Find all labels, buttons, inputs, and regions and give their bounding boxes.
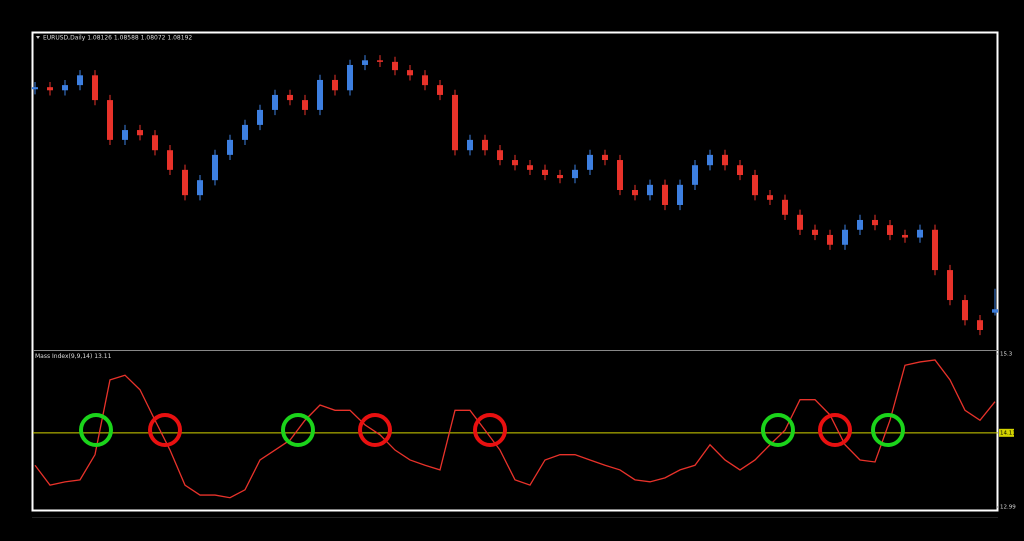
candle-body xyxy=(617,160,623,190)
candle-body xyxy=(467,139,473,151)
high-value: 1.08588 xyxy=(114,34,139,41)
indicator-title: Mass Index(9,9,14) xyxy=(35,353,92,360)
candle-body xyxy=(227,139,233,155)
candle-body xyxy=(722,154,728,166)
candle-body xyxy=(962,300,968,321)
price-header: EURUSD,Daily 1.08126 1.08588 1.08072 1.0… xyxy=(43,34,192,41)
candle-body xyxy=(632,190,638,196)
buy-signal xyxy=(281,413,315,447)
y-tick-label: 15.3 xyxy=(1000,352,1013,358)
candle-body xyxy=(572,169,578,179)
candle-body xyxy=(152,135,158,151)
candle-body xyxy=(767,195,773,200)
candle-body xyxy=(782,199,788,215)
candle-body xyxy=(482,139,488,151)
candle-body xyxy=(422,75,428,86)
buy-signal xyxy=(871,413,905,447)
candle-body xyxy=(62,85,68,91)
indicator-value: 13.11 xyxy=(94,353,111,360)
symbol: EURUSD,Daily xyxy=(43,34,86,41)
candle-body xyxy=(212,154,218,181)
candle-body xyxy=(947,270,953,301)
candle-body xyxy=(182,169,188,196)
candle-body xyxy=(392,61,398,71)
candle-body xyxy=(932,229,938,271)
close-value: 1.08192 xyxy=(167,34,192,41)
candle-body xyxy=(647,184,653,196)
candle-body xyxy=(242,124,248,140)
candle-body xyxy=(527,165,533,170)
candle-body xyxy=(797,214,803,230)
level-label-bg xyxy=(999,428,1014,437)
indicator-line xyxy=(34,359,996,499)
candle-body xyxy=(512,160,518,166)
candle-body xyxy=(677,184,683,205)
candle-body xyxy=(377,60,383,62)
candle-body xyxy=(992,309,998,313)
candle-body xyxy=(662,184,668,205)
candle-body xyxy=(872,219,878,226)
candle-body xyxy=(707,154,713,166)
candle-body xyxy=(107,100,113,140)
sell-signal xyxy=(358,413,392,447)
candle-body xyxy=(302,100,308,110)
candle-body xyxy=(257,109,263,125)
sell-signal xyxy=(473,413,507,447)
candle-body xyxy=(92,75,98,101)
candle-body xyxy=(812,229,818,235)
candle-body xyxy=(197,180,203,196)
candle-body xyxy=(542,169,548,176)
candle-body xyxy=(122,130,128,140)
indicator-header: Mass Index(9,9,14) 13.11 xyxy=(35,353,112,360)
level-label: 14.11 xyxy=(1000,430,1016,436)
sell-signal xyxy=(148,413,182,447)
signal-circles xyxy=(79,413,905,447)
candle-body xyxy=(347,64,353,91)
candle-body xyxy=(77,75,83,86)
buy-signal xyxy=(79,413,113,447)
menu-arrow[interactable] xyxy=(36,36,40,39)
candle-body xyxy=(332,79,338,91)
sell-signal xyxy=(818,413,852,447)
buy-signal xyxy=(761,413,795,447)
candle-body xyxy=(272,94,278,110)
candle-body xyxy=(977,320,983,331)
low-value: 1.08072 xyxy=(141,34,166,41)
candle-body xyxy=(887,225,893,235)
candle-body xyxy=(317,79,323,110)
candle-body xyxy=(602,154,608,161)
y-tick-label: 12.99 xyxy=(1000,505,1016,511)
candle-body xyxy=(842,229,848,245)
chart-frame xyxy=(31,31,999,512)
candle-body xyxy=(692,165,698,185)
candle-body xyxy=(497,150,503,161)
candle-body xyxy=(857,219,863,230)
candle-body xyxy=(287,94,293,101)
candle-body xyxy=(32,87,38,90)
candle-body xyxy=(167,150,173,170)
open-value: 1.08126 xyxy=(87,34,112,41)
candle-body xyxy=(452,94,458,151)
candle-body xyxy=(752,175,758,196)
candle-body xyxy=(137,130,143,136)
candle-body xyxy=(407,70,413,76)
candle-body xyxy=(437,85,443,95)
marks xyxy=(32,55,999,508)
candle-body xyxy=(902,234,908,238)
candle-body xyxy=(557,175,563,179)
candle-body xyxy=(362,60,368,65)
candle-body xyxy=(737,165,743,176)
candle-body xyxy=(917,229,923,238)
candle-body xyxy=(587,154,593,170)
candle-body xyxy=(47,87,53,91)
candle-body xyxy=(827,234,833,245)
